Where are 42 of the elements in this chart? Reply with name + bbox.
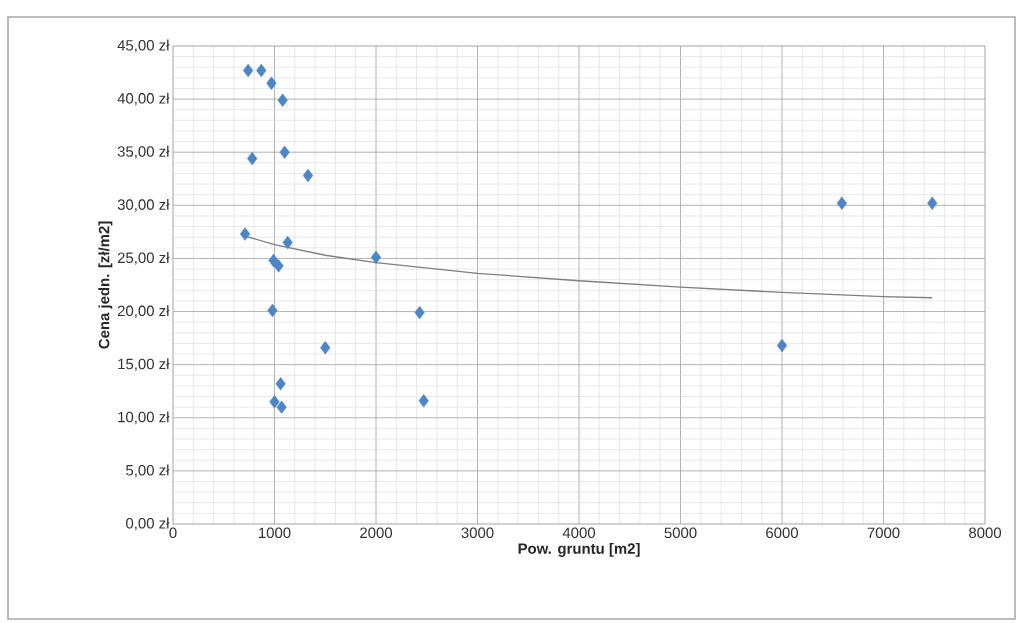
y-tick-label: 15,00 zł (118, 358, 170, 372)
x-tick-label: 4000 (562, 527, 596, 539)
point (320, 340, 331, 355)
point (927, 196, 938, 210)
y-axis-title: Cena jedn. [zł/m2] (98, 221, 113, 349)
y-tick-label: 5,00 zł (126, 464, 170, 478)
x-tick-label: 6000 (766, 527, 799, 539)
point (256, 63, 267, 78)
point (418, 394, 429, 408)
y-tick-label: 35,00 zł (117, 145, 170, 159)
point (277, 93, 288, 107)
x-tick-label: 0 (169, 527, 177, 539)
point (776, 338, 788, 353)
point (240, 227, 251, 241)
point (275, 377, 286, 391)
point (247, 151, 258, 166)
y-tick-label: 40,00 zł (117, 92, 170, 106)
point (279, 145, 290, 159)
point (243, 63, 254, 78)
x-tick-label: 1000 (259, 527, 291, 539)
x-tick-label: 2000 (360, 527, 393, 539)
x-tick-label: 7000 (867, 527, 900, 539)
x-axis-title: Pow. gruntu [m2] (518, 542, 640, 557)
point (302, 168, 314, 183)
y-tick-label: 45,00 zł (117, 39, 170, 53)
y-tick-label: 30,00 zł (117, 198, 170, 212)
x-tick-label: 3000 (461, 527, 494, 539)
point (836, 196, 847, 210)
y-tick-label: 10,00 zł (118, 411, 170, 425)
y-tick-label: 20,00 zł (117, 305, 170, 318)
point (276, 400, 287, 414)
y-tick-label: 0,00 zł (126, 517, 170, 531)
y-tick-label: 25,00 zł (117, 252, 170, 265)
point (269, 395, 280, 409)
x-tick-label: 8000 (969, 527, 1002, 539)
point (370, 250, 382, 265)
point (267, 303, 278, 318)
point (414, 305, 425, 320)
point (282, 235, 293, 250)
point (273, 259, 284, 273)
x-tick-label: 5000 (664, 527, 697, 539)
point (266, 76, 277, 90)
